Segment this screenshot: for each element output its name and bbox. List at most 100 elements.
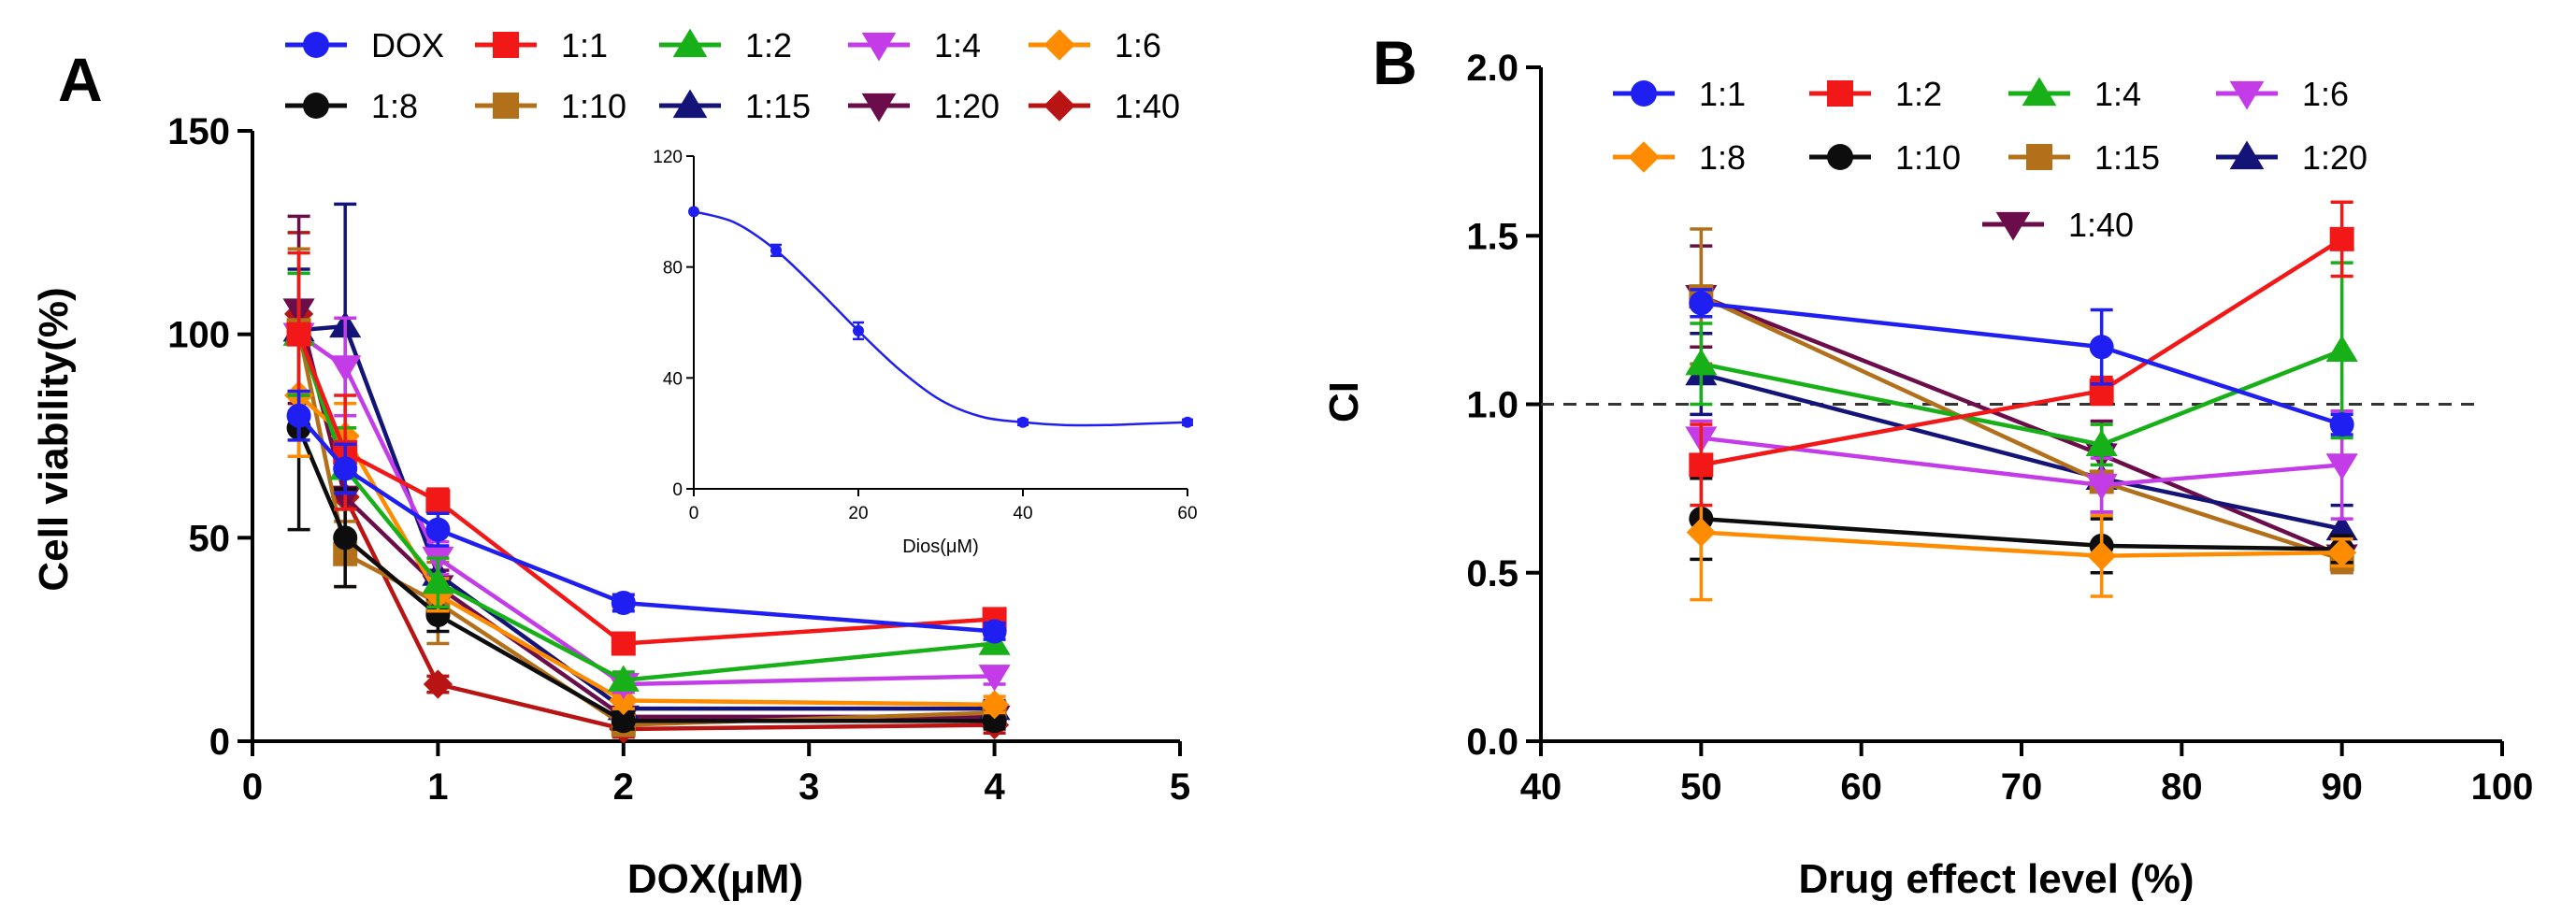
panel-a-legend-marker bbox=[672, 89, 708, 119]
panel-b-legend-entry: 1:15 bbox=[2008, 138, 2160, 177]
panel-b-legend-label: 1:15 bbox=[2094, 138, 2160, 177]
panel-a-data-point bbox=[286, 322, 311, 347]
panel-b-x-tick-label: 90 bbox=[2321, 766, 2363, 808]
panel-b-series-1-4 bbox=[1685, 261, 2358, 467]
panel-a-series-line bbox=[296, 329, 995, 727]
panel-b-series-1-1 bbox=[1689, 288, 2354, 437]
panel-a-data-point bbox=[980, 690, 1010, 720]
panel-a-legend-label: 1:20 bbox=[934, 87, 1000, 125]
panel-b-legend-entry: 1:20 bbox=[2216, 138, 2367, 177]
panel-b-legend-label: 1:2 bbox=[1895, 75, 1942, 113]
panel-a-legend-label: DOX bbox=[371, 26, 444, 64]
panel-a-data-point bbox=[611, 590, 636, 615]
panel-a-letter: A bbox=[58, 45, 103, 114]
panel-b-legend-marker bbox=[1631, 80, 1657, 107]
panel-b-data-point bbox=[1686, 517, 1716, 548]
panel-a-legend-marker bbox=[1043, 29, 1075, 61]
panel-a-series-1-2 bbox=[282, 271, 1011, 692]
panel-a-legend-entry: 1:15 bbox=[659, 87, 811, 125]
panel-b-legend-label: 1:1 bbox=[1699, 75, 1746, 113]
panel-a-data-point bbox=[611, 631, 636, 656]
inset-data-point bbox=[688, 206, 699, 218]
inset-data-point bbox=[1017, 416, 1029, 428]
inset-x-tick-label: 0 bbox=[689, 504, 699, 523]
panel-b-y-tick-label: 1.0 bbox=[1466, 385, 1518, 426]
panel-b-data-point bbox=[2329, 226, 2354, 251]
inset-data-point bbox=[1182, 416, 1193, 428]
panel-a-data-point bbox=[329, 355, 362, 382]
panel-a-data-point bbox=[611, 708, 636, 734]
panel-a-x-axis-label: DOX(μM) bbox=[627, 856, 803, 902]
panel-a-legend-marker bbox=[303, 32, 329, 58]
panel-b-x-axis-label: Drug effect level (%) bbox=[1799, 856, 2195, 902]
panel-a-data-point bbox=[333, 456, 358, 481]
panel-b-series-line bbox=[1700, 294, 2343, 558]
panel-b-legend-marker bbox=[2229, 80, 2265, 110]
panel-a-legend-label: 1:8 bbox=[371, 87, 418, 125]
inset-x-tick-label: 40 bbox=[1013, 504, 1032, 523]
panel-b-series-1-10 bbox=[1689, 477, 2354, 575]
panel-b-data-point bbox=[2329, 412, 2354, 437]
panel-b: B 1:1 1:2 1:4 1:6 1:8 1:10 1:15 1:20 1:40 CI Dru… bbox=[1321, 28, 2533, 902]
panel-b-data-point bbox=[2085, 429, 2118, 456]
panel-b-series-line bbox=[1701, 530, 2342, 558]
panel-a-series-line bbox=[297, 394, 995, 708]
panel-b-data-point bbox=[2327, 537, 2357, 567]
panel-a-data-point bbox=[425, 517, 451, 542]
panel-b-x-tick-label: 80 bbox=[2161, 766, 2203, 808]
panel-a-data-point bbox=[333, 525, 358, 551]
panel-b-y-tick-label: 0.5 bbox=[1466, 553, 1518, 594]
panel-b-legend-marker bbox=[1827, 144, 1853, 170]
panel-b-legend-entry: 1:6 bbox=[2216, 75, 2349, 113]
panel-a-legend-label: 1:10 bbox=[561, 87, 626, 125]
panel-b-legend-marker bbox=[2229, 140, 2265, 170]
panel-a-data-point bbox=[982, 619, 1007, 644]
panel-b-x-tick-label: 60 bbox=[1840, 766, 1882, 808]
panel-a-x-tick-label: 1 bbox=[427, 766, 448, 808]
panel-b-series-line bbox=[1701, 516, 2342, 551]
inset-curve bbox=[693, 210, 1188, 427]
panel-b-data-point bbox=[1689, 452, 1714, 478]
inset-data-point bbox=[770, 244, 782, 256]
panel-a-y-axis-label: Cell viability(%) bbox=[31, 287, 77, 591]
panel-a-series-1-4 bbox=[282, 271, 1011, 700]
panel-b-legend-entry: 1:1 bbox=[1613, 75, 1746, 113]
panel-a-data-point bbox=[425, 603, 451, 628]
panel-b-x-tick-label: 100 bbox=[2471, 766, 2534, 808]
panel-b-legend-entry: 1:4 bbox=[2008, 75, 2141, 113]
panel-b-series-line bbox=[1700, 371, 2343, 532]
panel-b-legend-entry: 1:8 bbox=[1613, 138, 1746, 177]
panel-a-legend-marker bbox=[861, 32, 897, 62]
panel-a-data-point bbox=[978, 665, 1011, 692]
panel-a-legend: DOX 1:1 1:2 1:4 1:6 1:8 1:10 1:15 1:20 1:40 bbox=[285, 26, 1180, 125]
panel-a-data-point bbox=[425, 489, 451, 514]
panel-a-legend-label: 1:15 bbox=[745, 87, 811, 125]
panel-a-legend-label: 1:6 bbox=[1115, 26, 1161, 64]
panel-b-y-tick-label: 2.0 bbox=[1466, 48, 1518, 89]
panel-b-legend-label: 1:4 bbox=[2094, 75, 2141, 113]
panel-a-legend-entry: DOX bbox=[285, 26, 444, 64]
panel-a-data-point bbox=[982, 708, 1007, 734]
panel-b-y-tick-label: 1.5 bbox=[1466, 216, 1518, 257]
panel-b-data-point bbox=[2325, 453, 2358, 480]
panel-b-legend-label: 1:40 bbox=[2068, 206, 2134, 244]
panel-a-legend-entry: 1:20 bbox=[848, 87, 1000, 125]
panel-a-legend-marker bbox=[1043, 90, 1075, 122]
panel-a-x-tick-label: 5 bbox=[1170, 766, 1190, 808]
panel-a-x-tick-label: 3 bbox=[799, 766, 819, 808]
panel-a-x-tick-label: 0 bbox=[242, 766, 263, 808]
panel-b-data-point bbox=[1689, 291, 1714, 316]
panel-a-legend-marker bbox=[861, 93, 897, 122]
panel-a-legend-entry: 1:1 bbox=[475, 26, 608, 64]
panel-a-legend-entry: 1:40 bbox=[1029, 87, 1180, 125]
panel-b-data-point bbox=[2089, 335, 2114, 360]
panel-a: A DOX 1:1 1:2 1:4 1:61:8 1:10 1:15 1:20 1:40 040… bbox=[31, 26, 1198, 902]
panel-a-legend-marker bbox=[493, 32, 519, 58]
panel-a-series-line bbox=[296, 414, 995, 634]
panel-b-y-axis-label: CI bbox=[1321, 381, 1367, 422]
panel-a-legend-label: 1:4 bbox=[934, 26, 981, 64]
inset-y-tick-label: 80 bbox=[663, 259, 683, 279]
panel-a-inset: 0 40 80 120 0 20 40 60 Dios(μM) bbox=[653, 148, 1197, 557]
panel-a-legend-entry: 1:6 bbox=[1029, 26, 1161, 64]
